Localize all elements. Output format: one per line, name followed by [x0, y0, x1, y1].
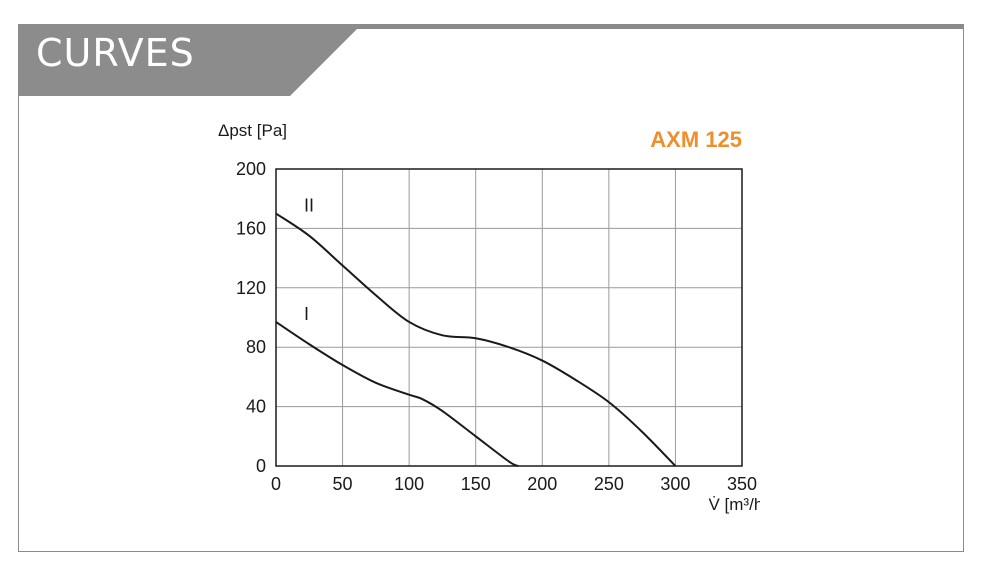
- y-tick-label: 120: [236, 278, 266, 298]
- series-label-ii: II: [304, 196, 314, 216]
- x-tick-label: 300: [660, 474, 690, 494]
- x-tick-label: 50: [333, 474, 353, 494]
- x-tick-label: 0: [271, 474, 281, 494]
- fan-curve-chart: III 0 50 100 150 200 250 300 350 04080120160200…: [218, 121, 760, 514]
- y-tick-label: 80: [246, 337, 266, 357]
- section-tab: [18, 24, 362, 96]
- section-tab-shape: [18, 24, 362, 96]
- series-label-i: I: [304, 304, 309, 324]
- series-line-ii: [275, 212, 677, 467]
- x-tick-label: 150: [461, 474, 491, 494]
- x-tick-label: 100: [394, 474, 424, 494]
- y-axis-ticks: 0 40 80 120 160 200: [236, 159, 266, 476]
- x-axis-ticks: 0 50 100 150 200 250 300 350: [271, 474, 757, 494]
- section-title: CURVES: [36, 31, 195, 75]
- chart-grid: [275, 168, 743, 467]
- header-bar: [18, 24, 964, 29]
- x-tick-label: 250: [594, 474, 624, 494]
- y-tick-label: 200: [236, 159, 266, 179]
- y-tick-label: 160: [236, 218, 266, 238]
- chart-title: AXM 125: [650, 127, 742, 152]
- x-axis-label: V̇ [m³/h]: [708, 495, 760, 514]
- x-tick-label: 350: [727, 474, 757, 494]
- series-line-i: [275, 321, 519, 467]
- y-tick-label: 40: [246, 397, 266, 417]
- chart-series: III: [275, 196, 677, 467]
- plot-area: [275, 168, 743, 467]
- y-tick-label: 0: [256, 456, 266, 476]
- x-tick-label: 200: [527, 474, 557, 494]
- y-axis-label: Δpst [Pa]: [218, 121, 287, 140]
